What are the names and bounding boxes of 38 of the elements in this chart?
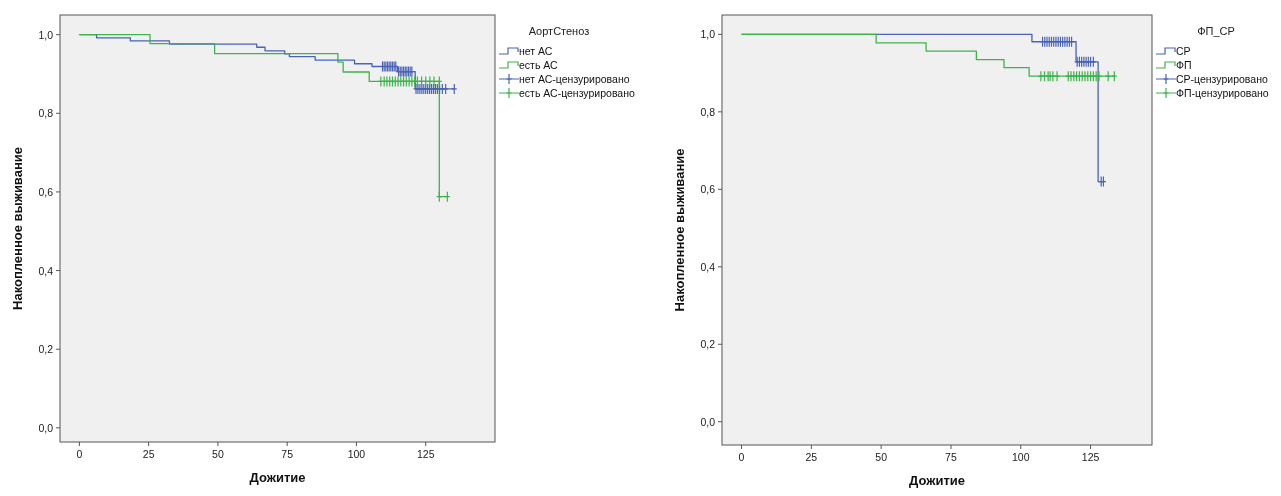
legend-label: есть АС-цензурировано	[519, 87, 635, 99]
legend-label: есть АС	[519, 59, 559, 71]
y-axis-title: Накопленное выживание	[672, 148, 687, 312]
x-tick-label: 100	[1012, 451, 1030, 463]
y-tick-label: 1,0	[700, 28, 716, 41]
x-tick-label: 100	[347, 448, 366, 460]
legend-label: ФП	[1176, 59, 1192, 71]
legend-label: ФП-цензурировано	[1176, 87, 1269, 99]
y-tick-label: 0,8	[38, 107, 54, 120]
y-tick-label: 0,4	[700, 260, 716, 273]
x-tick-label: 75	[281, 448, 294, 460]
x-tick-label: 75	[945, 451, 957, 463]
x-tick-label: 50	[212, 448, 224, 460]
y-tick-label: 0,8	[700, 105, 716, 118]
y-tick-label: 0,2	[38, 343, 54, 356]
x-tick-label: 50	[875, 451, 888, 463]
x-tick-label: 25	[805, 451, 818, 463]
x-tick-label: 0	[76, 448, 83, 460]
y-tick-label: 0,2	[700, 338, 716, 351]
y-tick-label: 0,0	[700, 415, 716, 428]
y-tick-label: 0,4	[38, 264, 54, 277]
legend-label: СР	[1176, 45, 1191, 57]
x-tick-label: 25	[142, 448, 155, 460]
x-tick-label: 0	[738, 451, 745, 463]
legend-label: нет АС	[519, 45, 553, 57]
legend-title: ФП_СР	[1197, 25, 1235, 37]
y-axis-title: Накопленное выживание	[10, 147, 25, 310]
x-tick-label: 125	[416, 448, 435, 460]
legend-title: АортСтеноз	[528, 25, 590, 37]
y-tick-label: 0,0	[38, 421, 54, 434]
x-tick-label: 125	[1081, 451, 1100, 463]
legend-label: нет АС-цензурировано	[519, 73, 630, 85]
y-tick-label: 0,6	[38, 185, 54, 198]
y-tick-label: 1,0	[38, 28, 54, 41]
x-axis-title: Дожитие	[249, 470, 306, 485]
y-tick-label: 0,6	[700, 183, 716, 196]
x-axis-title: Дожитие	[909, 473, 965, 488]
legend-label: СР-цензурировано	[1176, 73, 1268, 85]
